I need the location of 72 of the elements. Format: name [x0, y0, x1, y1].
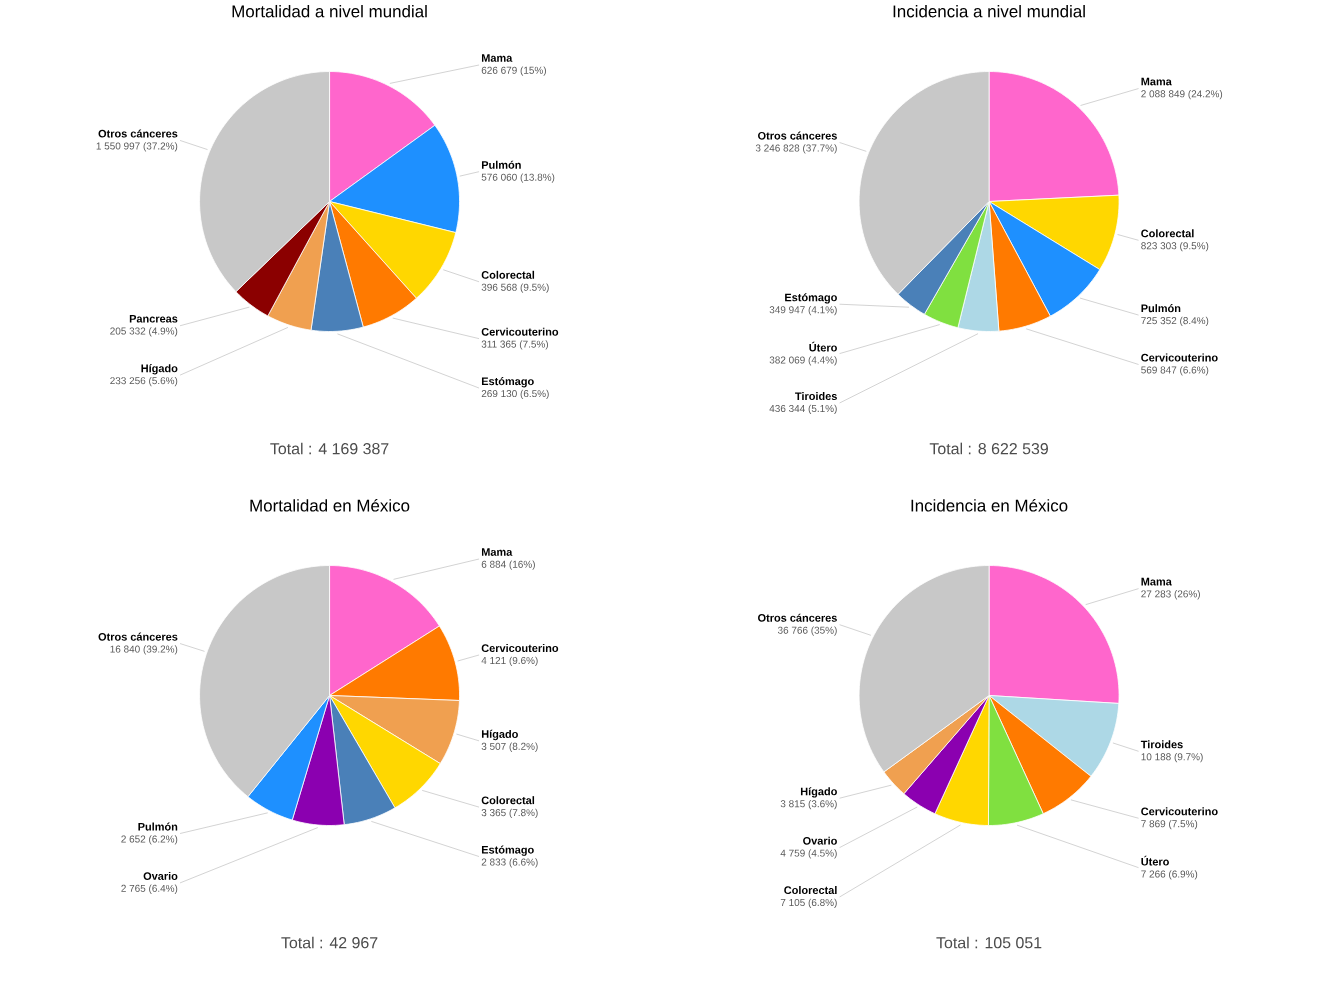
- data-label: 576 060 (13.8%): [481, 173, 555, 183]
- data-label: 205 332 (4.9%): [110, 327, 178, 337]
- data-label: 436 344 (5.1%): [769, 404, 837, 414]
- data-label: 2 765 (6.4%): [121, 884, 178, 894]
- slice-label: Estómago: [785, 293, 837, 304]
- slice-label: Pulmón: [1141, 304, 1181, 313]
- data-label: 725 352 (8.4%): [1141, 316, 1209, 327]
- data-label: 569 847 (6.6%): [1141, 366, 1209, 376]
- data-label: 2 088 849 (24.2%): [1141, 90, 1223, 100]
- data-label: 269 130 (6.5%): [481, 389, 549, 400]
- data-label: 6 884 (16%): [481, 560, 535, 570]
- slice-label: Útero: [1141, 855, 1169, 866]
- text: Total : 4 169 387: [270, 442, 389, 455]
- text: Total : 105 051: [936, 936, 1042, 949]
- data-label: 16 840 (39.2%): [110, 645, 178, 655]
- data-label: 3 246 828 (37.7%): [755, 144, 837, 154]
- chart-title: Mortalidad a nivel mundial: [232, 4, 427, 18]
- data-label: 7 105 (6.8%): [780, 898, 837, 908]
- slice-label: Colorectal: [481, 270, 535, 279]
- data-label: 4 759 (4.5%): [780, 849, 837, 859]
- slice-label: Pancreas: [129, 314, 178, 323]
- slice-label: Otros cánceres: [98, 129, 178, 138]
- data-label: 3 365 (7.8%): [481, 808, 538, 819]
- slice-label: Mama: [1141, 77, 1172, 86]
- slice-label: Cervicouterino: [481, 644, 559, 653]
- slice-label: Otros cánceres: [758, 613, 837, 622]
- data-label: 382 069 (4.4%): [769, 356, 837, 366]
- slice-label: Hígado: [141, 364, 178, 375]
- slice-label: Colorectal: [1141, 229, 1194, 238]
- chart-title: Incidencia a nivel mundial: [893, 4, 1085, 18]
- data-label: 311 365 (7.5%): [481, 340, 548, 350]
- chart-title: Incidencia en México: [911, 498, 1068, 512]
- slice-label: Ovario: [143, 871, 178, 880]
- data-label: 36 766 (35%): [777, 626, 837, 636]
- slice-label: Hígado: [800, 787, 837, 798]
- slice-label: Estómago: [481, 845, 534, 856]
- slice-label: Mama: [481, 54, 513, 62]
- data-label: 626 679 (15%): [481, 66, 546, 76]
- slice-label: Cervicouterino: [481, 327, 559, 336]
- slice-label: Mama: [1141, 577, 1172, 586]
- data-label: 7 869 (7.5%): [1141, 819, 1198, 830]
- data-label: 3 815 (3.6%): [780, 799, 837, 810]
- slice-label: Hígado: [481, 729, 518, 741]
- chart-title: Mortalidad en México: [250, 498, 410, 512]
- data-label: 823 303 (9.5%): [1141, 241, 1209, 252]
- slice-label: Colorectal: [481, 796, 535, 805]
- data-label: 27 283 (26%): [1141, 590, 1200, 600]
- text: Total : 8 622 539: [929, 442, 1048, 455]
- data-label: 2 652 (6.2%): [121, 835, 178, 845]
- slice-label: Cervicouterino: [1141, 807, 1218, 816]
- slice-label: Útero: [809, 341, 837, 352]
- slice-label: Pulmón: [138, 822, 178, 831]
- slice-label: Mama: [481, 548, 513, 556]
- data-label: 2 833 (6.6%): [481, 858, 538, 868]
- slice-label: Estómago: [481, 377, 534, 388]
- slice-label: Otros cánceres: [98, 632, 178, 641]
- slice-label: Pulmón: [481, 160, 521, 169]
- data-label: 3 507 (8.2%): [481, 742, 538, 752]
- slice-label: Ovario: [803, 836, 837, 845]
- slice-label: Tiroides: [795, 392, 837, 401]
- slice-label: Otros cánceres: [758, 131, 837, 140]
- data-label: 233 256 (5.6%): [110, 376, 178, 387]
- data-label: 7 266 (6.9%): [1141, 870, 1198, 880]
- slice-label: Tiroides: [1140, 740, 1183, 749]
- data-label: 396 568 (9.5%): [481, 283, 549, 293]
- data-label: 4 121 (9.6%): [481, 656, 538, 666]
- slice-label: Cervicouterino: [1141, 353, 1218, 362]
- text: Total : 42 967: [281, 936, 378, 949]
- data-label: 10 188 (9.7%): [1141, 752, 1203, 763]
- slice-label: Colorectal: [784, 886, 837, 895]
- data-label: 349 947 (4.1%): [769, 305, 837, 316]
- data-label: 1 550 997 (37.2%): [96, 142, 178, 152]
